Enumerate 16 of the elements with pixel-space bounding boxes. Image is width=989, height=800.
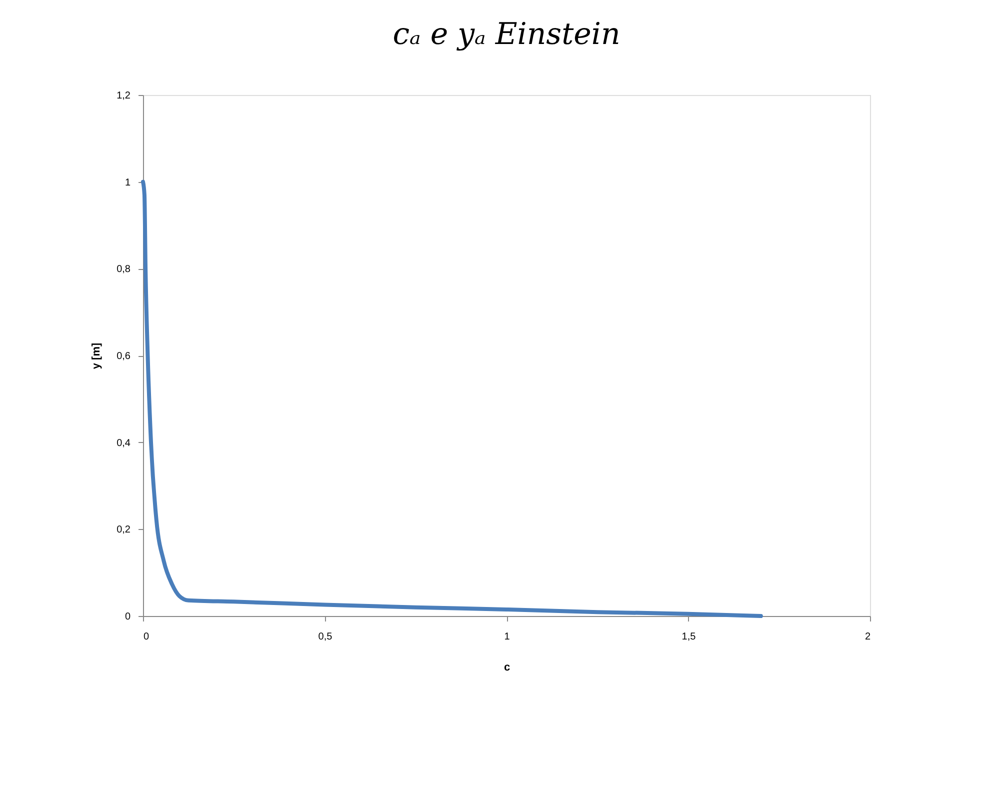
x-axis-title: c bbox=[504, 662, 510, 674]
x-tick-label: 1,5 bbox=[682, 632, 696, 642]
x-tick-label: 2 bbox=[864, 632, 871, 642]
y-axis-title: y [m] bbox=[90, 342, 103, 370]
y-tick-label: 0,2 bbox=[116, 524, 131, 536]
y-tick-label: 1,2 bbox=[116, 90, 131, 102]
x-tick-label: 0 bbox=[144, 632, 150, 642]
y-tick-label: 0,6 bbox=[116, 351, 131, 362]
y-tick-label: 0,8 bbox=[116, 264, 131, 276]
line-series bbox=[141, 180, 763, 618]
chart-title: cₐ e yₐ Einstein bbox=[392, 17, 620, 52]
y-tick-label: 0 bbox=[124, 612, 131, 622]
y-tick-label: 1 bbox=[124, 177, 131, 188]
y-tick-label: 0,4 bbox=[116, 438, 131, 449]
x-tick-label: 1 bbox=[504, 632, 510, 642]
x-tick-label: 0,5 bbox=[318, 632, 333, 642]
